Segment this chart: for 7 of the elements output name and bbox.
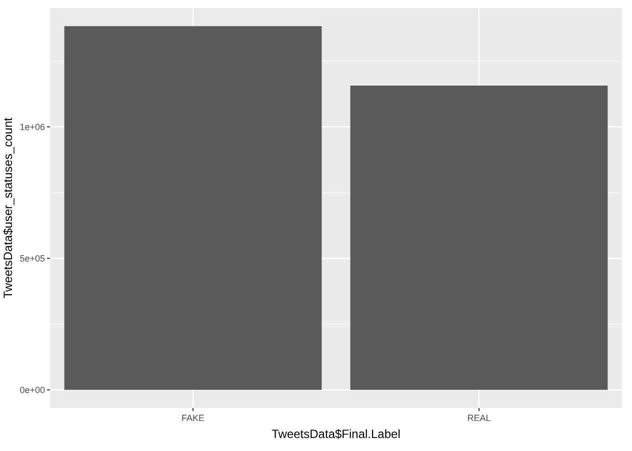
y-axis-title: TweetsData$user_statuses_count — [1, 116, 15, 298]
x-axis-title: TweetsData$Final.Label — [272, 427, 400, 441]
y-tick-label: 5e+05 — [20, 254, 45, 264]
x-tick-label: FAKE — [181, 413, 205, 423]
y-tick-label: 0e+00 — [20, 385, 45, 396]
x-tick-label: REAL — [467, 413, 491, 423]
y-tick-label: 1e+06 — [20, 122, 45, 132]
